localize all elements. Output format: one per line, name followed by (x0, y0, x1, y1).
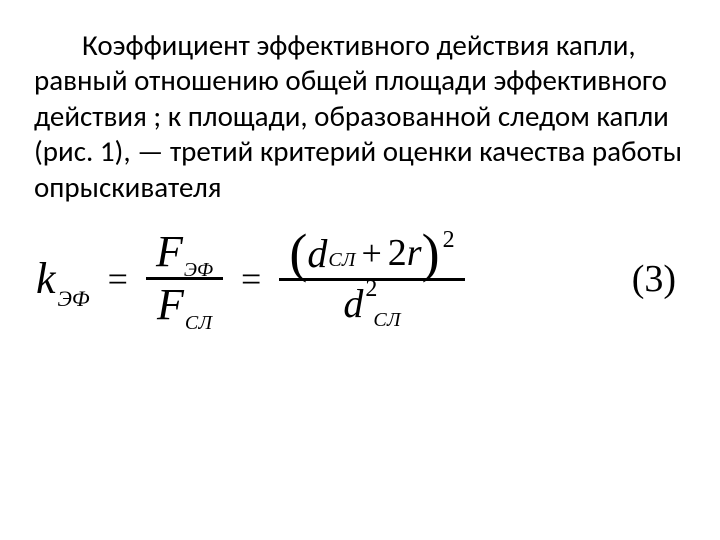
frac2-two: 2 (388, 234, 407, 274)
frac2-plus: + (355, 235, 387, 273)
equals-1: = (108, 258, 128, 300)
formula: k ЭФ = F ЭФ F СЛ = ( (36, 227, 632, 330)
frac1-den-sub: СЛ (185, 313, 212, 334)
frac2-num: ( d СЛ + 2 r ) 2 (279, 230, 464, 277)
frac1-num-sub: ЭФ (184, 260, 213, 281)
frac1-den-var: F (157, 282, 184, 328)
frac2-num-d: d (307, 233, 327, 275)
frac1-den: F СЛ (147, 280, 222, 330)
lhs-sub: ЭФ (58, 286, 90, 312)
open-paren: ( (289, 232, 307, 275)
body-paragraph: Коэффициент эффективного действия капли,… (34, 28, 686, 205)
frac1-num-var: F (156, 229, 183, 275)
lhs: k ЭФ (36, 253, 90, 304)
frac2-den-sub: СЛ (373, 310, 400, 331)
frac1-num: F ЭФ (146, 227, 223, 277)
fraction-1: F ЭФ F СЛ (146, 227, 223, 330)
formula-row: k ЭФ = F ЭФ F СЛ = ( (34, 223, 686, 330)
frac2-den-pow: 2 (365, 277, 377, 302)
lhs-var: k (36, 253, 56, 304)
frac2-den: d 2 СЛ (333, 281, 410, 327)
frac2-paren-group: ( d СЛ + 2 r ) (289, 232, 439, 275)
frac2-r: r (407, 234, 422, 274)
equation-number: (3) (632, 257, 684, 301)
fraction-2: ( d СЛ + 2 r ) 2 d 2 СЛ (279, 230, 464, 326)
close-paren: ) (422, 232, 440, 275)
frac2-den-d: d (343, 283, 363, 325)
frac2-num-pow: 2 (443, 228, 455, 253)
frac2-num-d-sub: СЛ (328, 250, 355, 271)
equals-2: = (241, 258, 261, 300)
